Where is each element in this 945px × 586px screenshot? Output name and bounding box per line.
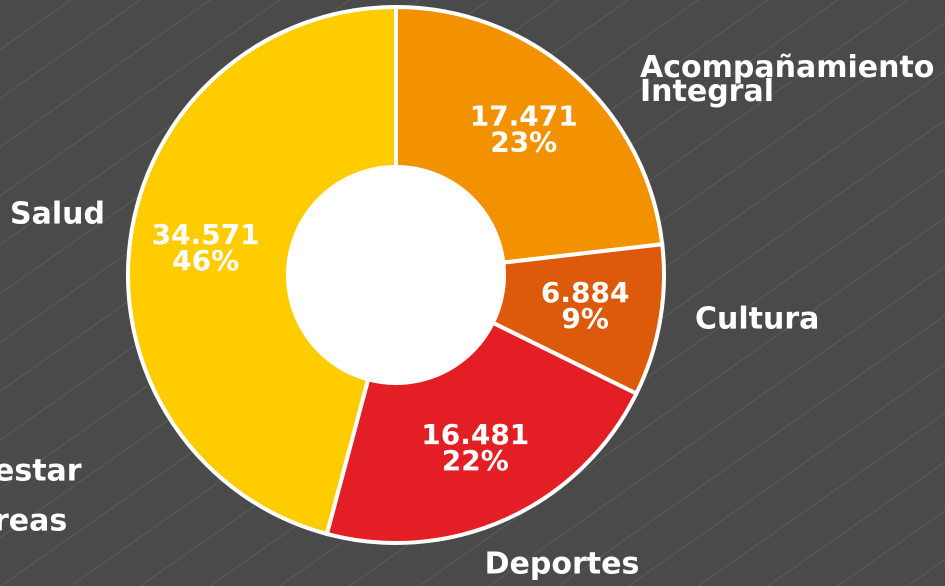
percent-label: 46% [172,244,239,277]
value-label: 6.884 [541,276,630,309]
annotation: estar [0,454,82,489]
category-label: Cultura [695,302,819,337]
percent-label: 23% [490,126,557,159]
slice [126,4,398,537]
value-label: 17.471 [470,100,578,133]
value-label: 16.481 [421,418,529,451]
value-label: 34.571 [152,218,260,251]
annotation: reas [0,504,67,539]
percent-label: 9% [561,302,609,335]
percent-label: 22% [442,444,509,477]
category-label: Deportes [485,547,640,582]
category-label: Salud [10,197,105,232]
category-label: Acompañamiento Integral [640,50,934,109]
donut-hole [286,165,506,385]
